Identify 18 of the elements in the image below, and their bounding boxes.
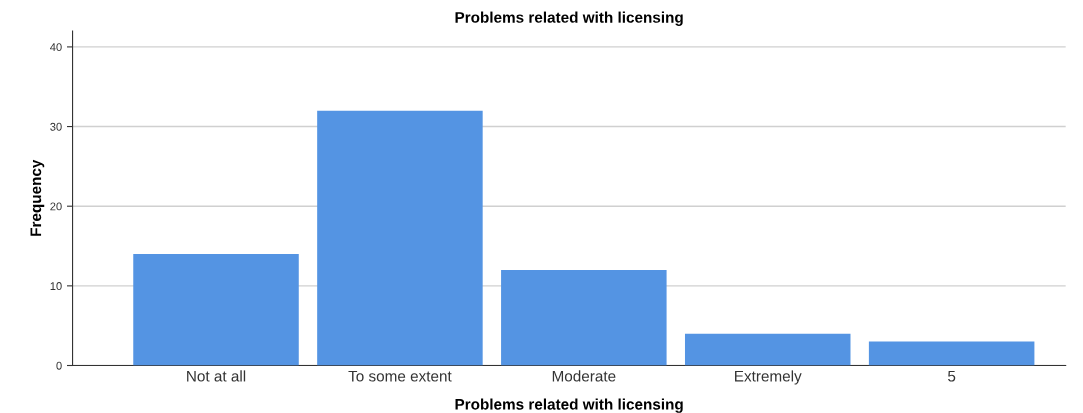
x-axis-title: Problems related with licensing — [455, 398, 683, 413]
chart-title: Problems related with licensing — [455, 11, 683, 26]
bar — [868, 341, 1035, 366]
y-tick-label: 0 — [56, 361, 62, 370]
x-tick-label: Not at all — [187, 370, 246, 382]
y-tick-label: 10 — [50, 282, 62, 290]
y-tick-label: 20 — [50, 202, 62, 211]
bar — [501, 269, 667, 366]
y-tick-label: 40 — [50, 43, 62, 52]
x-tick-label: 5 — [948, 370, 956, 382]
x-tick-label: Extremely — [735, 370, 802, 385]
y-axis-title: Frequency — [30, 159, 45, 236]
bar — [133, 254, 299, 366]
x-tick-label: Moderate — [552, 370, 616, 382]
x-tick-label: To some extent — [348, 370, 452, 382]
y-tick-label: 30 — [50, 122, 62, 131]
bar — [684, 333, 851, 366]
bar — [317, 110, 483, 366]
